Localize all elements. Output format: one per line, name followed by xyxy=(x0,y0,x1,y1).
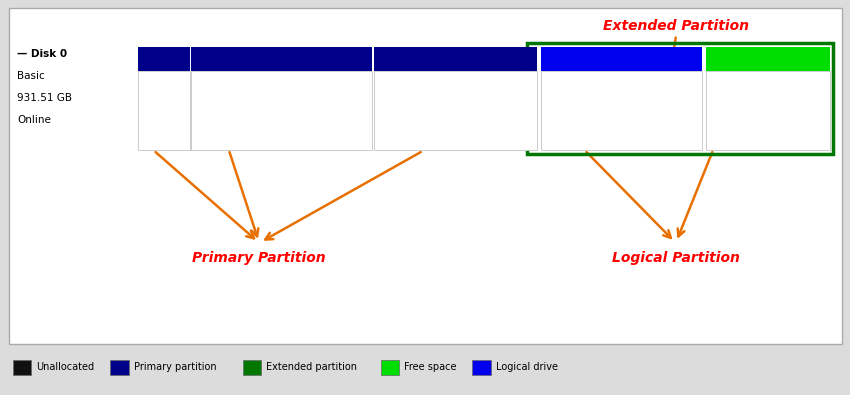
Text: Free space: Free space xyxy=(711,91,757,100)
Text: Logical Partition: Logical Partition xyxy=(612,251,740,265)
Text: Primary partition: Primary partition xyxy=(134,362,217,372)
Text: 466.06 GB NTFS: 466.06 GB NTFS xyxy=(196,91,261,100)
FancyBboxPatch shape xyxy=(706,71,830,150)
FancyBboxPatch shape xyxy=(374,71,537,150)
FancyBboxPatch shape xyxy=(541,71,702,150)
Text: 931.51 GB: 931.51 GB xyxy=(17,93,72,103)
Text: Free space: Free space xyxy=(405,362,457,372)
FancyBboxPatch shape xyxy=(13,360,31,375)
Text: (C:): (C:) xyxy=(196,75,215,84)
FancyBboxPatch shape xyxy=(191,47,372,71)
Text: Healthy (Primary Partition): Healthy (Primary Partition) xyxy=(379,107,482,116)
Text: New Volume  (D:): New Volume (D:) xyxy=(379,75,468,84)
FancyBboxPatch shape xyxy=(138,71,190,150)
Text: — Disk 0: — Disk 0 xyxy=(17,49,67,59)
Text: Healthy (Sys: Healthy (Sys xyxy=(143,107,191,116)
FancyBboxPatch shape xyxy=(541,47,702,71)
FancyBboxPatch shape xyxy=(381,360,400,375)
Text: 15.95 GB: 15.95 GB xyxy=(711,75,757,84)
Text: Healthy (Boot, Page File, Cras: Healthy (Boot, Page File, Cras xyxy=(196,107,309,116)
Text: Online: Online xyxy=(17,115,51,124)
FancyBboxPatch shape xyxy=(706,47,830,71)
FancyBboxPatch shape xyxy=(191,71,372,150)
Text: 500 MB NTF: 500 MB NTF xyxy=(143,91,190,100)
FancyBboxPatch shape xyxy=(242,360,261,375)
Text: Logical drive: Logical drive xyxy=(496,362,558,372)
Text: New Volume  (E:): New Volume (E:) xyxy=(546,75,633,84)
Text: Unallocated: Unallocated xyxy=(37,362,94,372)
Text: Primary Partition: Primary Partition xyxy=(192,251,326,265)
Text: 292.97 GB NTFS: 292.97 GB NTFS xyxy=(379,91,444,100)
FancyBboxPatch shape xyxy=(473,360,491,375)
Text: Extended Partition: Extended Partition xyxy=(603,19,749,33)
Text: System Res: System Res xyxy=(143,75,202,84)
Text: 156.04 GB NTFS: 156.04 GB NTFS xyxy=(546,91,610,100)
Text: Basic: Basic xyxy=(17,71,45,81)
FancyBboxPatch shape xyxy=(138,47,190,71)
FancyBboxPatch shape xyxy=(8,8,842,344)
Text: Healthy (Logical Drive): Healthy (Logical Drive) xyxy=(546,107,634,116)
FancyBboxPatch shape xyxy=(374,47,537,71)
FancyBboxPatch shape xyxy=(110,360,129,375)
Text: Extended partition: Extended partition xyxy=(266,362,357,372)
